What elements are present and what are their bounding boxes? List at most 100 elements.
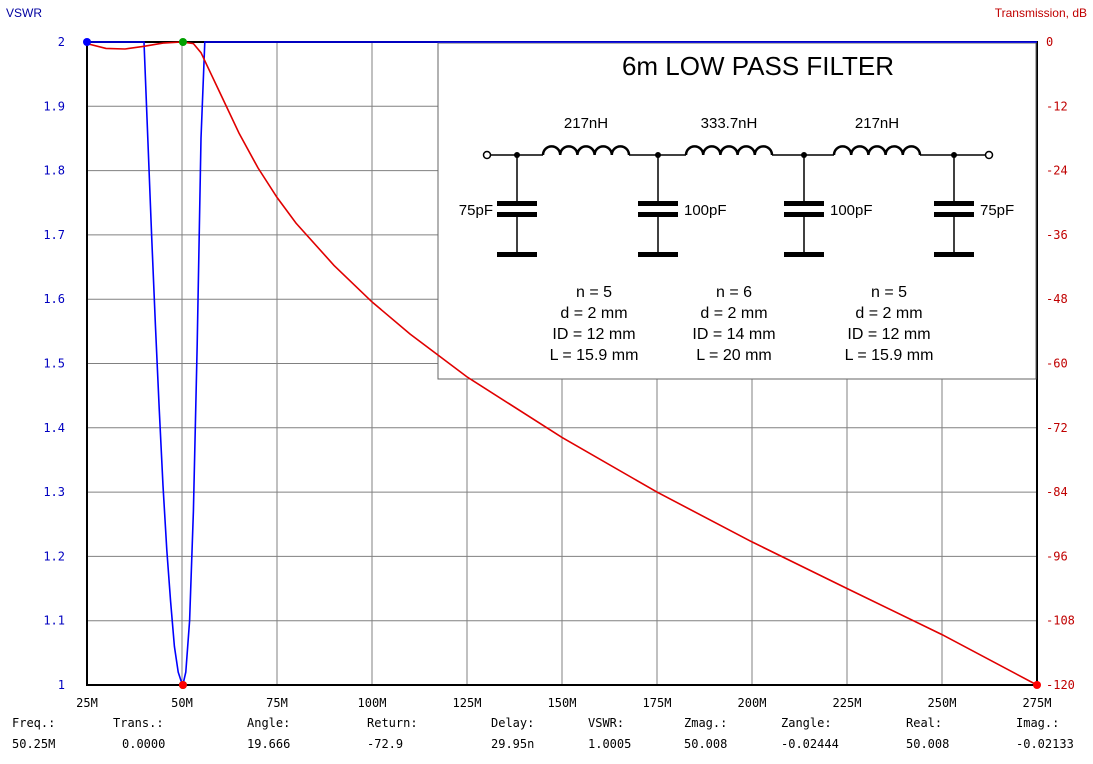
ground-bar	[638, 252, 678, 257]
readout-label: Return:	[367, 716, 418, 730]
x-tick-label: 25M	[76, 696, 98, 710]
cap-plate	[638, 201, 678, 206]
left-tick-label: 1.8	[43, 164, 65, 178]
readout-label: Real:	[906, 716, 943, 730]
cursor-marker	[83, 38, 91, 46]
cursor-marker	[1033, 681, 1041, 689]
inset-title: 6m LOW PASS FILTER	[622, 51, 894, 81]
x-tick-label: 225M	[833, 696, 862, 710]
left-tick-label: 1.5	[43, 357, 65, 371]
inductor-label: 333.7nH	[701, 115, 758, 132]
schematic-inset: 6m LOW PASS FILTER 217nH 333.7nH 217nH 75pF 1…	[437, 42, 1037, 380]
coil-spec: d = 2 mm	[700, 305, 767, 322]
right-tick-label: -12	[1046, 99, 1068, 113]
inductor-label: 217nH	[564, 115, 608, 132]
readout-value: 29.95n	[491, 737, 535, 751]
readout-value: 1.0005	[588, 737, 632, 751]
readout-value: 50.008	[684, 737, 728, 751]
right-tick-label: -48	[1046, 292, 1068, 306]
ground-bar	[784, 252, 824, 257]
coil-spec: n = 5	[871, 284, 907, 301]
readout-label: VSWR:	[588, 716, 625, 730]
cap-plate	[497, 212, 537, 217]
coil-spec: n = 5	[576, 284, 612, 301]
coil-spec: d = 2 mm	[560, 305, 627, 322]
readout-value: -72.9	[367, 737, 404, 751]
inset-box	[437, 42, 1037, 380]
capacitor-label: 100pF	[684, 202, 727, 219]
left-tick-label: 1.9	[43, 99, 65, 113]
inductor-coil	[832, 145, 922, 156]
coil-spec: ID = 14 mm	[692, 326, 775, 343]
cursor-marker	[178, 38, 187, 46]
capacitor-label: 75pF	[459, 202, 493, 219]
left-tick-label: 1.4	[43, 421, 65, 435]
right-tick-label: -84	[1046, 485, 1068, 499]
right-axis-title: Transmission, dB	[994, 6, 1087, 20]
left-tick-label: 1.3	[43, 485, 65, 499]
cursor-marker	[178, 681, 187, 689]
readout-label: Trans.:	[113, 716, 164, 730]
readout-label: Imag.:	[1016, 716, 1060, 730]
capacitor-label: 75pF	[980, 202, 1014, 219]
cap-plate	[784, 212, 824, 217]
readout-value: 50.25M	[12, 737, 56, 751]
left-tick-label: 1.2	[43, 549, 65, 563]
coil-spec: d = 2 mm	[855, 305, 922, 322]
readout-label: Angle:	[247, 716, 291, 730]
transmission-line	[86, 41, 1038, 686]
cap-plate	[638, 212, 678, 217]
inductor-coil	[684, 145, 774, 156]
coil-spec: L = 20 mm	[696, 347, 771, 364]
readout-value: -0.02444	[781, 737, 839, 751]
ground-bar	[934, 252, 974, 257]
x-tick-label: 150M	[548, 696, 577, 710]
readout-label: Zangle:	[781, 716, 832, 730]
left-tick-label: 1.1	[43, 614, 65, 628]
readout-label: Zmag.:	[684, 716, 728, 730]
cap-plate	[934, 212, 974, 217]
x-ticks: 25M 50M 75M 100M 125M 150M 175M 200M 225M 250M 275…	[76, 696, 1051, 710]
cap-plate	[934, 201, 974, 206]
terminal	[482, 150, 492, 160]
right-tick-label: -36	[1046, 228, 1068, 242]
right-ticks: 0 -12 -24 -36 -48 -60 -72 -84 -96 -108 -120	[1046, 35, 1075, 692]
coil-spec: ID = 12 mm	[552, 326, 635, 343]
cap-plate	[784, 201, 824, 206]
x-tick-label: 175M	[643, 696, 672, 710]
coil-spec: L = 15.9 mm	[550, 347, 639, 364]
x-tick-label: 75M	[266, 696, 288, 710]
series-lines	[86, 41, 1038, 687]
cursor-markers	[83, 38, 1041, 689]
left-tick-label: 1.7	[43, 228, 65, 242]
x-tick-label: 50M	[171, 696, 193, 710]
readout-value: 50.008	[906, 737, 950, 751]
coil-spec: ID = 12 mm	[847, 326, 930, 343]
right-tick-label: 0	[1046, 35, 1053, 49]
coil-spec: L = 15.9 mm	[845, 347, 934, 364]
left-ticks: 2 1.9 1.8 1.7 1.6 1.5 1.4 1.3 1.2 1.1 1	[43, 35, 65, 692]
readout-label: Freq.:	[12, 716, 56, 730]
inductor-coil	[541, 145, 631, 156]
inductor-label: 217nH	[855, 115, 899, 132]
right-tick-label: -72	[1046, 421, 1068, 435]
x-tick-label: 200M	[738, 696, 767, 710]
right-tick-label: -120	[1046, 678, 1075, 692]
vswr-line	[87, 41, 1037, 687]
x-tick-label: 250M	[928, 696, 957, 710]
left-tick-label: 1	[58, 678, 65, 692]
terminal	[984, 150, 994, 160]
x-tick-label: 100M	[358, 696, 387, 710]
capacitor-label: 100pF	[830, 202, 873, 219]
x-tick-label: 275M	[1023, 696, 1052, 710]
readout-value: -0.02133	[1016, 737, 1074, 751]
coil-spec: n = 6	[716, 284, 752, 301]
ground-bar	[497, 252, 537, 257]
left-tick-label: 2	[58, 35, 65, 49]
x-tick-label: 125M	[453, 696, 482, 710]
right-tick-label: -108	[1046, 614, 1075, 628]
readout-value: 19.666	[247, 737, 291, 751]
left-axis-title: VSWR	[6, 6, 42, 20]
right-tick-label: -24	[1046, 164, 1068, 178]
